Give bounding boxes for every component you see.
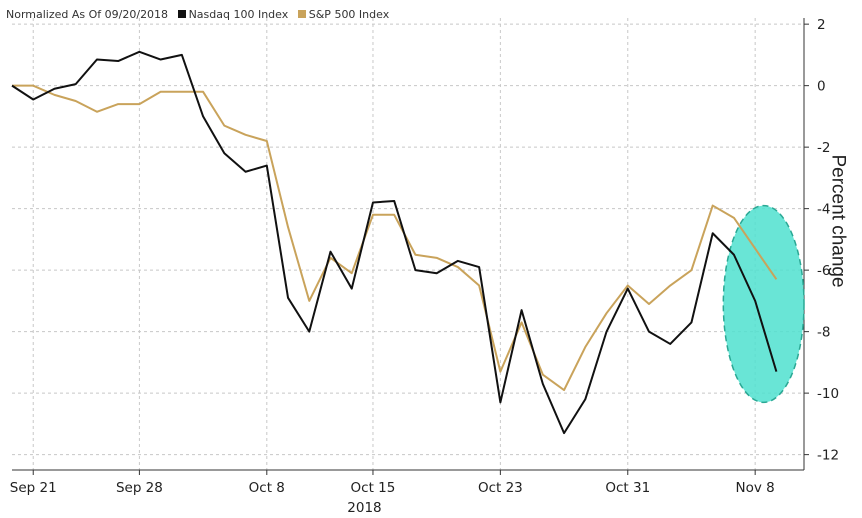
series-line-sp500	[12, 84, 778, 392]
legend-swatch-nasdaq	[177, 10, 186, 18]
x-tick-label: Oct 15	[351, 480, 396, 496]
legend-label-nasdaq: Nasdaq 100 Index	[188, 8, 289, 21]
y-tick-label: -6	[817, 263, 830, 279]
x-tick-label: Nov 8	[736, 480, 775, 496]
highlight-ellipse	[722, 204, 805, 404]
x-tick-label: Oct 8	[249, 480, 285, 496]
x-tick-label: Sep 28	[116, 480, 163, 496]
x-axis-label: 2018	[347, 500, 381, 516]
y-tick-label: 0	[817, 79, 826, 95]
y-tick-label: 2	[817, 17, 826, 33]
series-line-nasdaq	[11, 50, 778, 435]
legend: Normalized As Of 09/20/2018 Nasdaq 100 I…	[6, 8, 389, 21]
y-tick-label: -2	[817, 140, 830, 156]
y-axis-label: Percent change	[827, 154, 849, 288]
x-tick-label: Oct 23	[478, 480, 523, 496]
legend-prefix: Normalized As Of 09/20/2018	[6, 8, 169, 21]
x-tick-label: Oct 31	[605, 480, 650, 496]
y-tick-label: -12	[817, 448, 839, 464]
y-tick-label: -8	[817, 325, 830, 341]
legend-swatch-sp500	[297, 10, 306, 18]
y-tick-label: -4	[817, 202, 830, 218]
y-tick-label: -10	[817, 386, 839, 402]
x-tick-label: Sep 21	[10, 480, 57, 496]
legend-label-sp500: S&P 500 Index	[308, 8, 390, 21]
